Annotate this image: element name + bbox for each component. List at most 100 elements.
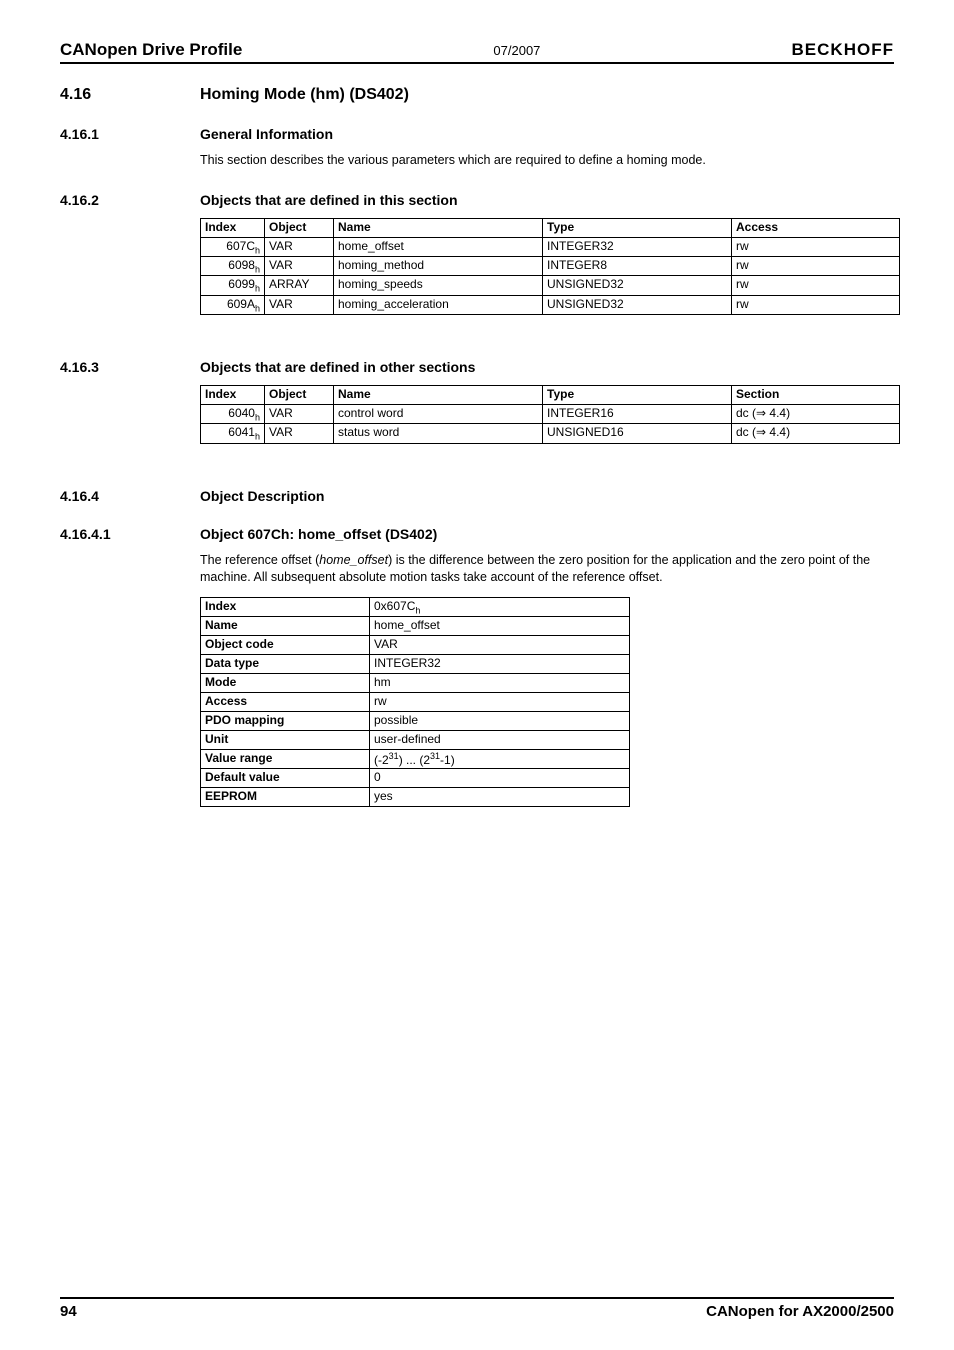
table-cell: UNSIGNED32 <box>543 295 732 314</box>
table-cell: VAR <box>265 256 334 275</box>
table-cell: (-231) ... (231-1) <box>370 750 630 769</box>
table-cell: possible <box>370 712 630 731</box>
objects-defined-here-table: IndexObjectNameTypeAccess 607ChVARhome_o… <box>200 218 900 316</box>
text: The reference offset ( <box>200 553 319 567</box>
table-cell: INTEGER8 <box>543 256 732 275</box>
table-cell: homing_acceleration <box>334 295 543 314</box>
table-cell: Name <box>201 617 370 636</box>
table-row: Index0x607Ch <box>201 597 630 616</box>
header-right: BECKHOFF <box>792 40 894 60</box>
paragraph: This section describes the various param… <box>200 152 894 170</box>
table-header: Object <box>265 386 334 405</box>
page-number: 94 <box>60 1303 77 1320</box>
table-row: Modehm <box>201 674 630 693</box>
table-header: Index <box>201 218 265 237</box>
table-cell: INTEGER32 <box>370 655 630 674</box>
table-row: 6041hVARstatus wordUNSIGNED16dc (⇒ 4.4) <box>201 424 900 443</box>
table-cell: user-defined <box>370 731 630 750</box>
table-cell: Value range <box>201 750 370 769</box>
table-cell: ARRAY <box>265 276 334 295</box>
section-4-16-4-1: 4.16.4.1 Object 607Ch: home_offset (DS40… <box>60 526 894 542</box>
table-cell: home_offset <box>334 237 543 256</box>
table-cell: VAR <box>265 237 334 256</box>
object-607c-table: Index0x607ChNamehome_offsetObject codeVA… <box>200 597 630 807</box>
table-cell: 6099h <box>201 276 265 295</box>
table-cell: rw <box>732 256 900 275</box>
section-4-16-1: 4.16.1 General Information <box>60 126 894 142</box>
section-4-16-2: 4.16.2 Objects that are defined in this … <box>60 192 894 208</box>
section-title: Objects that are defined in this section <box>200 192 458 208</box>
table-header: Name <box>334 218 543 237</box>
table-row: EEPROMyes <box>201 788 630 807</box>
table-cell: Default value <box>201 769 370 788</box>
section-title: Homing Mode (hm) (DS402) <box>200 86 409 104</box>
table-cell: UNSIGNED16 <box>543 424 732 443</box>
paragraph: The reference offset (home_offset) is th… <box>200 552 894 587</box>
table-cell: Object code <box>201 636 370 655</box>
table-cell: UNSIGNED32 <box>543 276 732 295</box>
table-header: Object <box>265 218 334 237</box>
table-cell: 0x607Ch <box>370 597 630 616</box>
section-4-16-3: 4.16.3 Objects that are defined in other… <box>60 359 894 375</box>
table-cell: 6040h <box>201 405 265 424</box>
table-cell: rw <box>370 693 630 712</box>
table-cell: Index <box>201 597 370 616</box>
page-footer: 94 CANopen for AX2000/2500 <box>60 1297 894 1320</box>
table-cell: 609Ah <box>201 295 265 314</box>
table-cell: status word <box>334 424 543 443</box>
table-cell: home_offset <box>370 617 630 636</box>
table-cell: VAR <box>370 636 630 655</box>
text-italic: home_offset <box>319 553 388 567</box>
section-title: Objects that are defined in other sectio… <box>200 359 475 375</box>
table-cell: Unit <box>201 731 370 750</box>
section-num: 4.16.4.1 <box>60 526 200 542</box>
table-cell: control word <box>334 405 543 424</box>
objects-defined-elsewhere-table: IndexObjectNameTypeSection 6040hVARcontr… <box>200 385 900 444</box>
table-row: 6098hVARhoming_methodINTEGER8rw <box>201 256 900 275</box>
table-row: Data typeINTEGER32 <box>201 655 630 674</box>
table-cell: Mode <box>201 674 370 693</box>
table-row: Value range(-231) ... (231-1) <box>201 750 630 769</box>
table-cell: dc (⇒ 4.4) <box>732 424 900 443</box>
table-row: Accessrw <box>201 693 630 712</box>
table-cell: Access <box>201 693 370 712</box>
footer-title: CANopen for AX2000/2500 <box>706 1303 894 1320</box>
header-center: 07/2007 <box>493 43 540 58</box>
header-left: CANopen Drive Profile <box>60 40 242 60</box>
table-row: Default value0 <box>201 769 630 788</box>
table-cell: INTEGER16 <box>543 405 732 424</box>
section-4-16-4: 4.16.4 Object Description <box>60 488 894 504</box>
table-cell: homing_speeds <box>334 276 543 295</box>
table-row: PDO mappingpossible <box>201 712 630 731</box>
table-header: Type <box>543 218 732 237</box>
page-header: CANopen Drive Profile 07/2007 BECKHOFF <box>60 40 894 64</box>
table-cell: VAR <box>265 424 334 443</box>
table-cell: 6098h <box>201 256 265 275</box>
section-num: 4.16 <box>60 86 200 104</box>
section-4-16: 4.16 Homing Mode (hm) (DS402) <box>60 86 894 104</box>
table-cell: hm <box>370 674 630 693</box>
table-cell: homing_method <box>334 256 543 275</box>
section-title: General Information <box>200 126 333 142</box>
section-num: 4.16.4 <box>60 488 200 504</box>
table-row: 6040hVARcontrol wordINTEGER16dc (⇒ 4.4) <box>201 405 900 424</box>
table-cell: VAR <box>265 295 334 314</box>
table-row: Object codeVAR <box>201 636 630 655</box>
table-row: Unituser-defined <box>201 731 630 750</box>
section-title: Object 607Ch: home_offset (DS402) <box>200 526 437 542</box>
table-cell: VAR <box>265 405 334 424</box>
table-row: 609AhVARhoming_accelerationUNSIGNED32rw <box>201 295 900 314</box>
table-header: Type <box>543 386 732 405</box>
table-header: Name <box>334 386 543 405</box>
table-cell: EEPROM <box>201 788 370 807</box>
table-header: Section <box>732 386 900 405</box>
table-cell: Data type <box>201 655 370 674</box>
section-title: Object Description <box>200 488 324 504</box>
table-cell: PDO mapping <box>201 712 370 731</box>
section-num: 4.16.3 <box>60 359 200 375</box>
table-cell: rw <box>732 295 900 314</box>
table-cell: rw <box>732 237 900 256</box>
section-num: 4.16.1 <box>60 126 200 142</box>
table-row: Namehome_offset <box>201 617 630 636</box>
table-cell: 0 <box>370 769 630 788</box>
